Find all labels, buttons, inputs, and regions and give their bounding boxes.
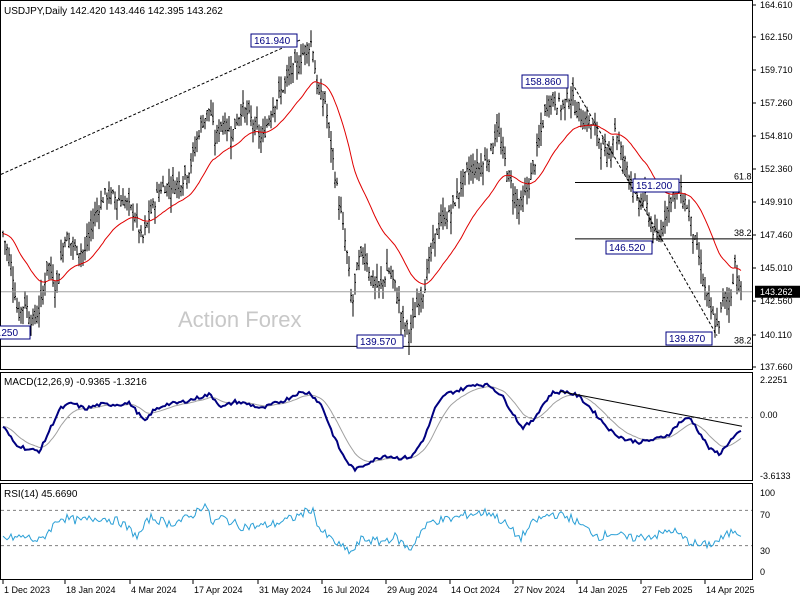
macd-trendline bbox=[559, 390, 743, 427]
macd-series-group bbox=[1, 382, 752, 473]
price-label-text: 158.860 bbox=[525, 77, 562, 88]
macd-tick-label: -3.6133 bbox=[760, 471, 791, 481]
macd-pane-frame bbox=[0, 372, 753, 481]
x-tick-label: 14 Jan 2025 bbox=[578, 585, 628, 595]
price-tick-label: 152.360 bbox=[760, 164, 793, 174]
x-tick-label: 1 Dec 2023 bbox=[4, 585, 50, 595]
price-tick-label: 140.110 bbox=[760, 330, 792, 340]
price-series-group bbox=[2, 30, 742, 355]
price-label-box bbox=[605, 240, 653, 255]
fib-label-38-2-upper: 38.2 bbox=[734, 228, 752, 238]
x-tick-label: 17 Apr 2024 bbox=[194, 585, 243, 595]
price-label-text: 146.520 bbox=[609, 243, 646, 254]
watermark: Action Forex bbox=[178, 307, 302, 332]
price-label-box bbox=[632, 178, 680, 193]
x-tick-label: 27 Nov 2024 bbox=[514, 585, 565, 595]
price-tick-label: 149.910 bbox=[760, 197, 793, 207]
x-tick-label: 27 Feb 2025 bbox=[642, 585, 693, 595]
dashed-trendline-2 bbox=[571, 82, 718, 336]
price-label-box bbox=[356, 334, 404, 349]
price-label-text: 161.940 bbox=[254, 36, 291, 47]
x-tick-label: 18 Jan 2024 bbox=[66, 585, 116, 595]
rsi-series-group bbox=[1, 502, 752, 555]
price-label-box bbox=[665, 331, 713, 346]
price-tick-label: 162.150 bbox=[760, 32, 793, 42]
annotations-group: 143.262 61.8 38.2 38.2 0.250 161.940 139.570 15… bbox=[0, 33, 800, 349]
rsi-tick-label: 70 bbox=[760, 510, 770, 520]
rsi-tick-label: 0 bbox=[760, 567, 765, 577]
x-tick-label: 16 Jul 2024 bbox=[323, 585, 370, 595]
price-header: USDJPY,Daily 142.420 143.446 142.395 143… bbox=[4, 6, 223, 17]
price-tick-label: 154.810 bbox=[760, 131, 793, 141]
price-label-box bbox=[0, 325, 31, 340]
price-label-text: 139.570 bbox=[360, 337, 397, 348]
price-label-box bbox=[521, 74, 569, 89]
x-tick-label: 14 Apr 2025 bbox=[706, 585, 755, 595]
rsi-header: RSI(14) 45.6690 bbox=[4, 489, 78, 500]
price-label-text: 139.870 bbox=[669, 334, 706, 345]
moving-average-line bbox=[2, 81, 742, 285]
price-label-box bbox=[250, 33, 298, 48]
price-tick-label: 147.460 bbox=[760, 230, 793, 240]
price-tick-label: 145.010 bbox=[760, 263, 793, 273]
price-tick-label: 164.610 bbox=[760, 0, 793, 10]
current-price-tag bbox=[755, 285, 800, 298]
price-label-text: 0.250 bbox=[0, 328, 18, 339]
rsi-tick-label: 100 bbox=[760, 488, 775, 498]
x-tick-label: 29 Aug 2024 bbox=[387, 585, 438, 595]
macd-tick-label: 0.00 bbox=[760, 410, 778, 420]
macd-header: MACD(12,26,9) -0.9365 -1.3216 bbox=[4, 377, 147, 388]
price-tick-label: 137.660 bbox=[760, 362, 793, 372]
price-pane-frame bbox=[0, 0, 753, 370]
price-tick-label: 142.560 bbox=[760, 296, 793, 306]
macd-line bbox=[2, 382, 742, 473]
price-tick-label: 159.710 bbox=[760, 65, 793, 75]
rsi-pane-frame bbox=[0, 483, 753, 580]
rsi-tick-label: 30 bbox=[760, 546, 770, 556]
rsi-line bbox=[2, 502, 742, 555]
x-tick-label: 14 Oct 2024 bbox=[451, 585, 500, 595]
x-tick-label: 31 May 2024 bbox=[259, 585, 311, 595]
current-price-label: 143.262 bbox=[760, 287, 793, 297]
price-label-text: 151.200 bbox=[636, 181, 673, 192]
fib-label-38-2-lower: 38.2 bbox=[734, 335, 752, 345]
macd-tick-label: 2.2251 bbox=[760, 375, 788, 385]
x-tick-label: 4 Mar 2024 bbox=[131, 585, 177, 595]
price-tick-label: 157.260 bbox=[760, 98, 793, 108]
fib-label-61-8: 61.8 bbox=[734, 171, 752, 181]
